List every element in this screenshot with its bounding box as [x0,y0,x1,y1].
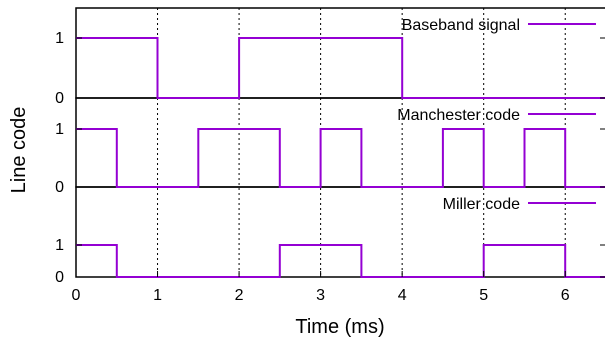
x-tick-label: 2 [235,287,244,304]
y-tick-label: 0 [55,269,64,286]
y-tick-label: 1 [55,30,64,47]
panel-frame-3 [75,186,605,278]
y-axis-title: Line code [8,107,30,194]
legends: Baseband signal Manchester code Miller cod… [397,17,596,213]
x-axis-title: Time (ms) [295,316,384,338]
series-manchester-code [76,128,605,188]
x-tick-label: 5 [479,287,488,304]
x-tick-label: 0 [72,287,81,304]
y-tick-label: 1 [55,121,64,138]
legend-label: Manchester code [397,107,520,124]
signal-traces [76,37,605,278]
x-tick-label: 3 [316,287,325,304]
panel-frame-1 [75,7,605,99]
y-tick-label: 0 [55,179,64,196]
x-tick-label: 1 [153,287,162,304]
series-miller-code [76,244,605,278]
panel-frame-2 [75,97,605,188]
y-tick-label: 1 [55,237,64,254]
legend-label: Miller code [443,196,520,213]
y-tick-label: 0 [55,90,64,107]
axes: 0 1 0 1 0 1 0 1 2 3 4 5 6 [55,30,605,304]
x-tick-label: 6 [561,287,570,304]
series-baseband-signal [76,37,605,99]
plot-frames [75,7,605,278]
x-tick-label: 4 [398,287,407,304]
legend-label: Baseband signal [402,17,520,34]
